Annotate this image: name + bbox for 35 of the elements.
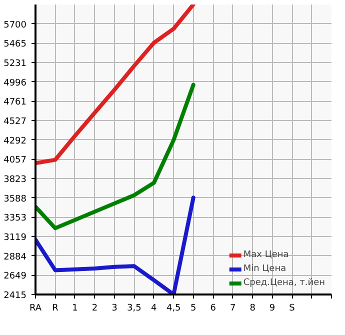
line-series bbox=[36, 82, 196, 230]
y-tick-label: 5465 bbox=[4, 40, 26, 50]
x-tick-label: R bbox=[52, 304, 58, 314]
y-tick-label: 3588 bbox=[4, 194, 27, 204]
y-tick-label: 2415 bbox=[4, 291, 26, 301]
x-tick-label: 4 bbox=[151, 304, 158, 314]
x-tick-label: 6 bbox=[210, 304, 216, 314]
y-tick-label: 3119 bbox=[4, 233, 27, 243]
x-tick-label: 1 bbox=[72, 304, 78, 314]
legend-label: Min Цена bbox=[243, 264, 286, 274]
y-tick-label: 4761 bbox=[4, 98, 26, 108]
y-tick-label: 2649 bbox=[4, 272, 27, 282]
x-tick-label: RA bbox=[29, 304, 42, 314]
x-tick-label: 2 bbox=[92, 304, 98, 314]
x-tick-label: 3,5 bbox=[127, 304, 142, 314]
x-tick-label: 8 bbox=[250, 304, 256, 314]
y-tick-label: 5700 bbox=[4, 20, 27, 30]
y-tick-label: 2884 bbox=[4, 252, 27, 262]
x-tick-label: 3 bbox=[112, 304, 118, 314]
x-tick-label: 9 bbox=[269, 304, 276, 314]
legend-label: Max Цена bbox=[243, 250, 289, 260]
y-tick-label: 4527 bbox=[4, 117, 26, 127]
y-tick-label: 3823 bbox=[4, 175, 26, 185]
y-tick-label: 4996 bbox=[4, 78, 27, 88]
line-series bbox=[36, 4, 196, 166]
y-tick-label: 4057 bbox=[4, 156, 26, 166]
line-series bbox=[36, 196, 196, 294]
legend-label: Сред.Цена, т.йен bbox=[243, 278, 325, 288]
x-tick-label: 4,5 bbox=[166, 304, 181, 314]
x-tick-label: 5 bbox=[190, 304, 196, 314]
x-tick-label: S bbox=[289, 304, 296, 314]
y-tick-label: 3353 bbox=[4, 214, 26, 224]
x-tick-label: 7 bbox=[230, 304, 236, 314]
y-tick-label: 5231 bbox=[4, 59, 26, 69]
y-tick-label: 4292 bbox=[4, 136, 26, 146]
